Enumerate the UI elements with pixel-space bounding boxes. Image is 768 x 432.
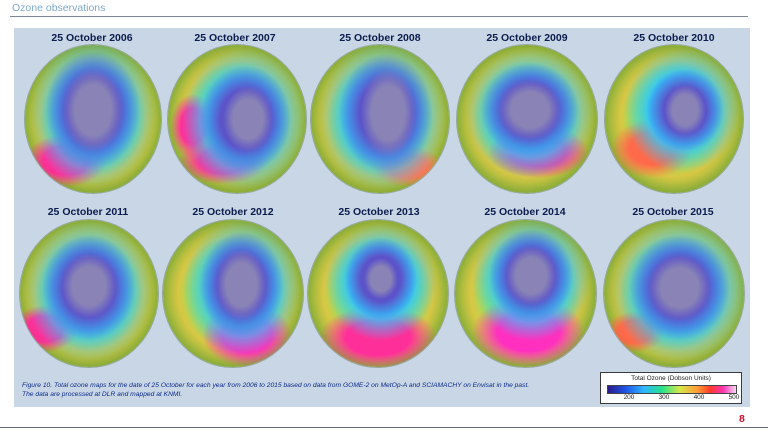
legend-tick-200: 200 — [623, 394, 635, 401]
header-title: Ozone observations — [12, 2, 106, 14]
map-label-2009: 25 October 2009 — [486, 32, 568, 44]
legend-tick-400: 400 — [693, 394, 705, 401]
ozone-map-2013 — [308, 220, 448, 367]
header-divider — [10, 16, 748, 17]
ozone-map-2015 — [604, 220, 744, 367]
legend-color-bar — [607, 385, 737, 394]
ozone-map-2011 — [20, 220, 158, 367]
legend-tick-300: 300 — [658, 394, 670, 401]
ozone-map-2009 — [457, 45, 597, 193]
ozone-map-2012 — [163, 220, 303, 367]
legend-title: Total Ozone (Dobson Units) — [631, 375, 711, 382]
ozone-color-legend: Total Ozone (Dobson Units) 200 300 400 5… — [600, 372, 742, 404]
map-label-2007: 25 October 2007 — [194, 32, 276, 44]
figure-caption: Figure 10. Total ozone maps for the date… — [22, 382, 530, 398]
map-label-2015: 25 October 2015 — [632, 206, 714, 218]
footer-divider — [0, 427, 768, 428]
ozone-map-2006 — [25, 45, 161, 193]
map-label-2014: 25 October 2014 — [484, 206, 566, 218]
map-label-2011: 25 October 2011 — [47, 206, 129, 218]
ozone-map-2010 — [605, 45, 743, 193]
ozone-map-2008 — [311, 45, 449, 193]
map-label-2006: 25 October 2006 — [51, 32, 133, 44]
ozone-map-2007 — [168, 45, 306, 193]
map-label-2012: 25 October 2012 — [192, 206, 274, 218]
legend-tick-500: 500 — [728, 394, 740, 401]
ozone-map-2014 — [455, 220, 596, 367]
map-label-2010: 25 October 2010 — [633, 32, 715, 44]
page-number: 8 — [739, 413, 745, 425]
map-label-2008: 25 October 2008 — [339, 32, 421, 44]
map-label-2013: 25 October 2013 — [338, 206, 420, 218]
